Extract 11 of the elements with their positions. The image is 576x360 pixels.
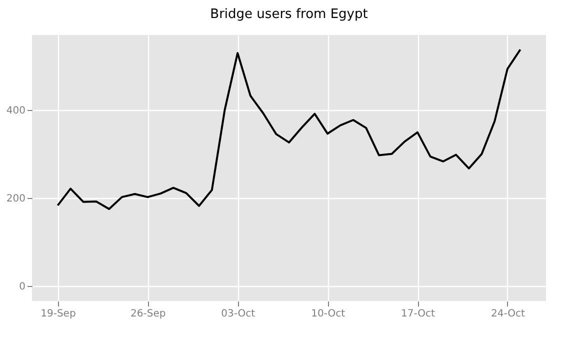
x-tick-label: 24-Oct [490, 308, 525, 320]
x-tick-label: 03-Oct [221, 308, 256, 320]
x-tick-label: 19-Sep [40, 308, 76, 320]
x-tick-label: 26-Sep [130, 308, 166, 320]
chart-title: Bridge users from Egypt [210, 7, 368, 22]
x-tick-label: 17-Oct [401, 308, 436, 320]
y-tick-label: 0 [19, 282, 26, 293]
y-tick-label: 400 [6, 105, 26, 116]
line-series [56, 48, 522, 210]
x-tick-label: 10-Oct [311, 308, 346, 320]
y-tick-label: 200 [6, 193, 26, 204]
